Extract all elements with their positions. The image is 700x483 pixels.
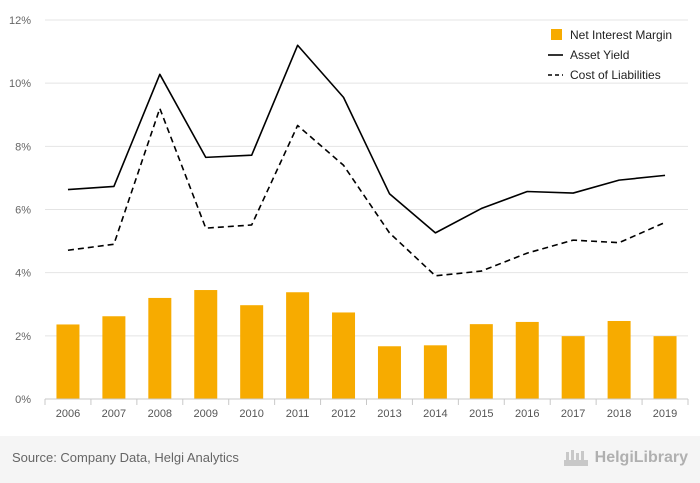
- bar: [56, 324, 80, 399]
- source-note: Source: Company Data, Helgi Analytics: [12, 450, 239, 465]
- bar: [653, 336, 677, 399]
- bar: [607, 320, 631, 399]
- bar: [194, 290, 218, 399]
- legend-swatch: [551, 29, 562, 40]
- x-tick-label: 2017: [561, 408, 585, 420]
- y-tick-label: 8%: [15, 141, 31, 153]
- x-tick-label: 2014: [423, 408, 447, 420]
- y-tick-label: 2%: [15, 331, 31, 343]
- x-tick-label: 2011: [286, 408, 310, 420]
- chart: 0% 2% 4% 6% 8% 10% 12% 2006 2007 2008 2009 2010 201…: [9, 15, 689, 420]
- library-icon: [563, 450, 588, 466]
- bar: [286, 292, 310, 399]
- brand-logo: HelgiLibrary: [563, 448, 688, 468]
- legend: Net Interest Margin Asset Yield Cost of Li…: [548, 28, 672, 82]
- legend-label: Net Interest Margin: [570, 28, 672, 42]
- bar: [377, 346, 401, 399]
- bar: [332, 312, 356, 399]
- brand-name: HelgiLibrary: [594, 449, 688, 466]
- x-tick-label: 2012: [331, 408, 355, 420]
- asset-yield-line: [67, 44, 666, 234]
- y-axis: 0% 2% 4% 6% 8% 10% 12%: [9, 15, 31, 406]
- bar: [561, 336, 585, 399]
- y-tick-label: 12%: [9, 15, 31, 27]
- y-tick-label: 6%: [15, 205, 31, 217]
- x-axis: 2006 2007 2008 2009 2010 2011 2012 2013 2014 2015…: [44, 398, 689, 420]
- x-tick-label: 2013: [377, 408, 401, 420]
- cost-of-liabilities-line: [67, 107, 666, 277]
- y-tick-label: 0%: [15, 394, 31, 406]
- x-tick-label: 2018: [607, 408, 631, 420]
- x-tick-label: 2009: [194, 408, 218, 420]
- x-tick-label: 2008: [148, 408, 172, 420]
- x-tick-label: 2007: [102, 408, 126, 420]
- y-tick-label: 4%: [15, 268, 31, 280]
- bar: [148, 297, 172, 399]
- bar: [515, 321, 539, 399]
- legend-label: Cost of Liabilities: [570, 68, 661, 82]
- x-tick-label: 2006: [56, 408, 80, 420]
- x-tick-label: 2016: [515, 408, 539, 420]
- x-tick-label: 2015: [469, 408, 493, 420]
- bar-series: [56, 290, 677, 399]
- bar: [102, 316, 126, 399]
- bar: [240, 305, 264, 399]
- bar: [469, 324, 493, 399]
- x-tick-label: 2010: [239, 408, 263, 420]
- y-tick-label: 10%: [9, 78, 31, 90]
- gridlines: [45, 19, 688, 337]
- legend-label: Asset Yield: [570, 48, 629, 62]
- bar: [423, 345, 447, 399]
- line-series: [67, 44, 666, 277]
- x-tick-label: 2019: [653, 408, 677, 420]
